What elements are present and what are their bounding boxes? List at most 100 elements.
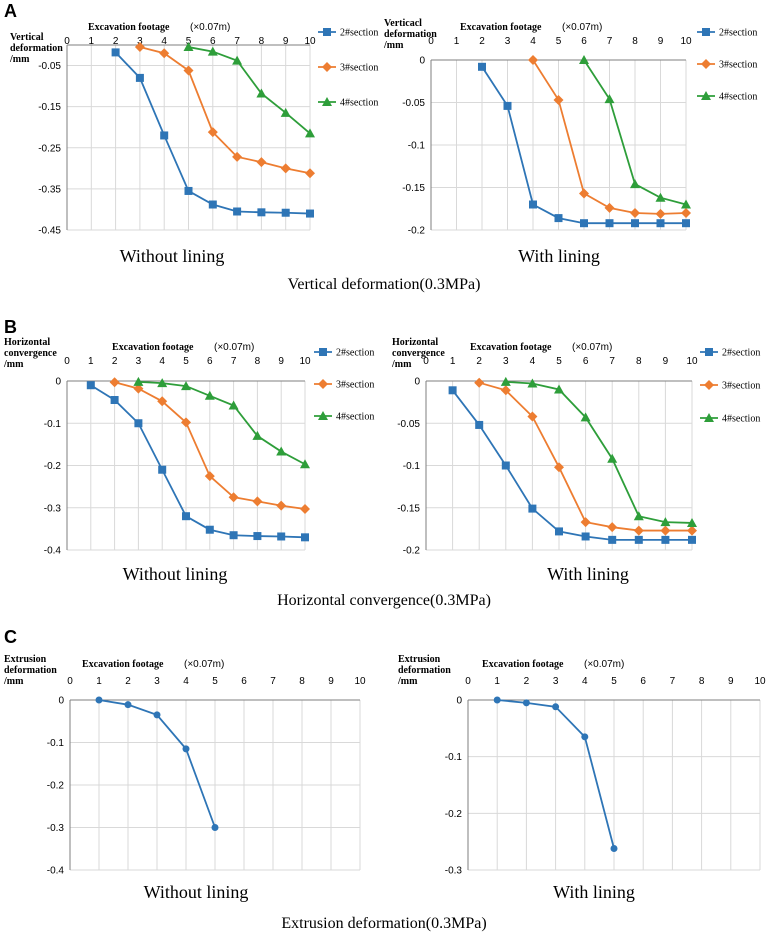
chart-subtitle: With lining bbox=[518, 246, 600, 266]
x-tick-label: 2 bbox=[125, 676, 131, 687]
x-tick-label: 4 bbox=[530, 36, 536, 47]
y-tick-label: -0.1 bbox=[44, 419, 62, 430]
x-tick-label: 3 bbox=[553, 676, 559, 687]
data-point bbox=[281, 208, 290, 217]
x-tick-label: 1 bbox=[494, 676, 500, 687]
data-point bbox=[580, 219, 588, 228]
data-point bbox=[682, 219, 690, 228]
legend-label: 4#section bbox=[719, 92, 757, 103]
chart-a-without-lining: 0 1 2 3 4 5 6 7 8 9 10 -0.45 -0.35 -0.25 -0.15 -0.05 Ver… bbox=[9, 22, 378, 266]
data-point bbox=[158, 465, 167, 474]
x-tick-label: 6 bbox=[241, 676, 247, 687]
x-tick-label: 10 bbox=[299, 356, 311, 367]
chart-subtitle: With lining bbox=[547, 564, 629, 584]
x-tick-label: 7 bbox=[270, 676, 276, 687]
data-point bbox=[448, 386, 457, 395]
x-tick-label: 7 bbox=[607, 36, 613, 47]
series-line-2#section bbox=[451, 389, 692, 541]
chart-c-without-lining: 0 1 2 3 4 5 6 7 8 9 10 0 -0.1 -0.2 -0.3 -0.4 Extrusionde… bbox=[3, 654, 366, 902]
data-point bbox=[204, 390, 215, 400]
series-line-4#section bbox=[505, 380, 693, 524]
data-point bbox=[153, 711, 161, 719]
data-point bbox=[633, 511, 644, 521]
legend-marker bbox=[701, 59, 711, 69]
data-point bbox=[276, 446, 287, 456]
data-point bbox=[184, 186, 193, 195]
data-point bbox=[555, 527, 563, 536]
data-point bbox=[605, 219, 614, 228]
legend-marker bbox=[318, 411, 328, 420]
data-point bbox=[500, 376, 511, 386]
data-point bbox=[655, 208, 666, 219]
panel-letter-c: C bbox=[4, 627, 17, 647]
data-point bbox=[528, 55, 538, 65]
x-tick-label: 6 bbox=[581, 36, 587, 47]
y-axis-label: deformation bbox=[4, 665, 57, 676]
data-point bbox=[232, 55, 243, 65]
x-axis-label: Excavation footage bbox=[460, 22, 542, 33]
y-tick-label: -0.1 bbox=[403, 461, 421, 472]
data-point bbox=[205, 525, 214, 534]
data-point bbox=[183, 42, 194, 52]
x-tick-label: 9 bbox=[328, 676, 334, 687]
x-tick-label: 6 bbox=[583, 356, 589, 367]
data-point bbox=[604, 202, 615, 213]
y-tick-label: -0.4 bbox=[44, 546, 62, 557]
x-tick-label: 8 bbox=[699, 676, 705, 687]
legend-marker bbox=[704, 380, 714, 390]
data-point bbox=[474, 377, 485, 388]
data-point bbox=[630, 179, 640, 189]
x-tick-label: 3 bbox=[503, 356, 509, 367]
data-point bbox=[305, 128, 315, 138]
section-title-vertical: Vertical deformation(0.3MPa) bbox=[288, 276, 481, 293]
x-tick-label: 8 bbox=[636, 356, 642, 367]
x-tick-label: 4 bbox=[183, 676, 189, 687]
x-tick-label: 3 bbox=[154, 676, 160, 687]
data-point bbox=[253, 532, 262, 541]
x-axis-unit: (×0.07m) bbox=[572, 342, 612, 353]
x-tick-label: 2 bbox=[479, 36, 485, 47]
x-axis-unit: (×0.07m) bbox=[214, 342, 254, 353]
data-point bbox=[631, 219, 639, 228]
x-axis-label: Excavation footage bbox=[482, 659, 564, 670]
y-tick-label: -0.3 bbox=[44, 503, 62, 514]
x-tick-label: 3 bbox=[505, 36, 511, 47]
legend-marker bbox=[322, 62, 332, 72]
panel-letter-b: B bbox=[4, 317, 17, 337]
legend-label: 3#section bbox=[336, 380, 374, 391]
x-tick-label: 4 bbox=[159, 356, 165, 367]
legend-marker bbox=[322, 97, 332, 106]
data-point bbox=[687, 525, 697, 536]
x-tick-label: 2 bbox=[112, 356, 118, 367]
data-point bbox=[475, 420, 484, 429]
y-tick-label: -0.3 bbox=[47, 823, 65, 834]
chart-subtitle: With lining bbox=[553, 882, 635, 902]
y-tick-label: -0.2 bbox=[44, 461, 62, 472]
x-tick-label: 9 bbox=[663, 356, 669, 367]
data-point bbox=[681, 199, 691, 209]
data-point bbox=[608, 535, 617, 544]
series-line-4#section bbox=[138, 380, 306, 466]
x-tick-label: 7 bbox=[231, 356, 237, 367]
x-axis-unit: (×0.07m) bbox=[562, 22, 602, 33]
x-tick-label: 4 bbox=[582, 676, 588, 687]
y-tick-label: 0 bbox=[58, 696, 64, 707]
x-tick-label: 1 bbox=[89, 36, 95, 47]
data-point bbox=[95, 696, 103, 704]
data-point bbox=[256, 157, 267, 168]
data-point bbox=[276, 500, 287, 511]
data-point bbox=[478, 62, 486, 71]
y-tick-label: 0 bbox=[419, 56, 425, 67]
x-tick-label: 1 bbox=[454, 36, 460, 47]
y-tick-label: -0.15 bbox=[397, 503, 420, 514]
y-tick-label: -0.25 bbox=[38, 143, 61, 154]
legend-marker bbox=[705, 348, 713, 356]
section-title-horizontal: Horizontal convergence(0.3MPa) bbox=[277, 592, 491, 609]
x-axis-label: Excavation footage bbox=[88, 22, 170, 33]
data-point bbox=[581, 532, 590, 541]
y-axis-label: Horizontal bbox=[4, 337, 50, 348]
data-point bbox=[306, 209, 314, 218]
legend-label: 3#section bbox=[340, 63, 378, 74]
y-tick-label: -0.1 bbox=[47, 738, 65, 749]
data-point bbox=[305, 168, 315, 179]
